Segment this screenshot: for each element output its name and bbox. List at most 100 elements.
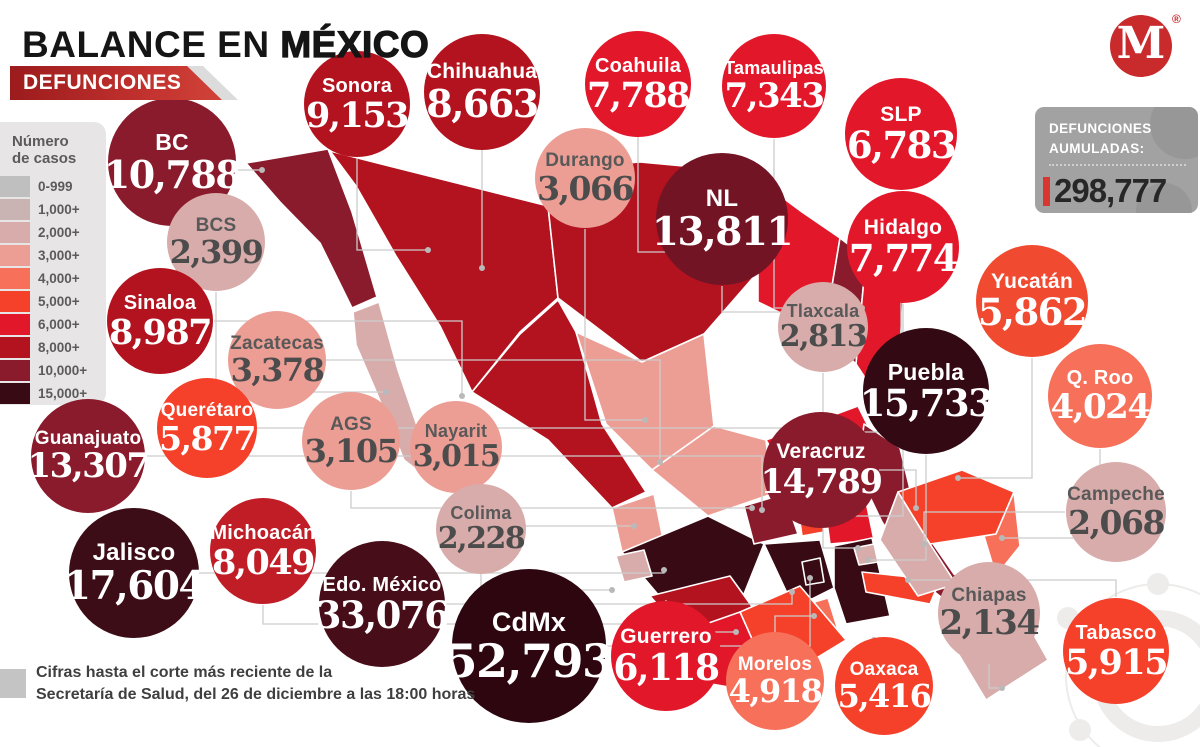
state-bubble-quer-taro: Querétaro 5,877 — [157, 378, 257, 478]
legend-rows: 0-999 1,000+ 2,000+ 3,000+ 4,000+ 5,000+… — [0, 175, 106, 404]
state-value: 8,049 — [211, 541, 316, 583]
map-region-bc — [245, 148, 378, 309]
state-bubble-slp: SLP 6,783 — [845, 78, 957, 190]
total-deaths-box: DEFUNCIONES AUMULADAS: 298,777 — [1035, 107, 1198, 213]
defunciones-badge-label: DEFUNCIONES — [23, 71, 182, 94]
state-name: Colima — [450, 503, 512, 524]
state-bubble-veracruz: Veracruz 14,789 — [760, 412, 883, 528]
state-name: Coahuila — [594, 54, 682, 77]
state-name: Puebla — [887, 358, 965, 385]
total-label-line1: DEFUNCIONES — [1049, 121, 1152, 136]
state-name: Tamaulipas — [724, 58, 824, 79]
footer-note: Cifras hasta el corte más reciente de la… — [36, 662, 475, 707]
legend-row: 15,000+ — [0, 382, 106, 404]
legend-row: 5,000+ — [0, 290, 106, 312]
state-name: Tabasco — [1075, 621, 1157, 644]
legend-label: 8,000+ — [38, 339, 80, 355]
legend-row: 4,000+ — [0, 267, 106, 289]
legend-swatch — [0, 382, 30, 404]
milenio-m-icon: M — [1116, 18, 1166, 69]
state-value: 3,378 — [230, 351, 325, 390]
state-bubble-durango: Durango 3,066 — [535, 128, 635, 228]
state-value: 5,915 — [1064, 641, 1169, 683]
legend-swatch — [0, 336, 30, 358]
state-name: Oaxaca — [849, 658, 919, 680]
legend-label: 5,000+ — [38, 293, 80, 309]
map-region-campeche — [879, 491, 957, 597]
state-value: 6,783 — [846, 123, 957, 168]
footer-note-line2: Secretaría de Salud, del 26 de diciembre… — [36, 686, 476, 704]
legend-row: 8,000+ — [0, 336, 106, 358]
legend-swatch — [0, 221, 30, 243]
legend-row: 1,000+ — [0, 198, 106, 220]
state-name: Chiapas — [951, 584, 1027, 606]
state-name: Sinaloa — [123, 291, 197, 314]
state-name: Zacatecas — [230, 332, 324, 354]
state-value: 13,811 — [651, 208, 794, 255]
map-region-qroo — [983, 491, 1021, 577]
legend-row: 10,000+ — [0, 359, 106, 381]
legend-swatch — [0, 290, 30, 312]
legend-title-line2: de casos — [12, 150, 77, 168]
state-bubble-edo-m-xico: Edo. México 33,076 — [316, 541, 450, 667]
legend-row: 3,000+ — [0, 244, 106, 266]
state-name: Guanajuato — [34, 427, 142, 449]
state-bubble-tamaulipas: Tamaulipas 7,343 — [722, 34, 826, 138]
state-name: Campeche — [1067, 484, 1165, 506]
legend-label: 6,000+ — [38, 316, 80, 332]
milenio-logo: M — [1110, 15, 1172, 77]
state-value: 7,788 — [586, 74, 691, 116]
state-name: Durango — [545, 150, 625, 172]
state-name: Tlaxcala — [786, 301, 860, 322]
state-value: 6,118 — [613, 646, 720, 689]
state-name: SLP — [880, 102, 922, 126]
legend-label: 0-999 — [38, 178, 73, 194]
state-bubble-ags: AGS 3,105 — [302, 392, 400, 490]
state-name: Sonora — [321, 74, 393, 97]
connector-lines — [145, 137, 1117, 689]
legend-swatch — [0, 359, 30, 381]
state-value: 4,918 — [728, 672, 823, 711]
legend-label: 10,000+ — [38, 362, 88, 378]
map-region-cdmx — [801, 557, 825, 586]
legend-title: Número de casos — [0, 122, 106, 176]
state-bubble-cdmx: CdMx 52,793 — [445, 569, 614, 723]
state-value: 5,862 — [977, 290, 1088, 335]
state-value: 2,813 — [779, 318, 868, 354]
state-value: 5,416 — [837, 677, 932, 716]
state-bubble-coahuila: Coahuila 7,788 — [585, 31, 691, 137]
total-label-line2: AUMULADAS: — [1049, 140, 1145, 156]
legend-panel: Número de casos 0-999 1,000+ 2,000+ 3,00… — [0, 122, 106, 405]
legend-swatch — [0, 175, 30, 197]
footer-note-line1: Cifras hasta el corte más reciente de la — [36, 664, 333, 681]
state-name: Chihuahua — [426, 60, 538, 84]
state-value: 13,307 — [27, 446, 150, 487]
state-name: Jalisco — [92, 539, 176, 567]
state-value: 4,024 — [1050, 387, 1151, 427]
state-bubble-hidalgo: Hidalgo 7,774 — [847, 191, 959, 303]
state-bubble-sinaloa: Sinaloa 8,987 — [107, 268, 213, 374]
state-value: 3,105 — [304, 432, 399, 471]
state-name: NL — [705, 185, 739, 213]
state-name: BC — [155, 129, 189, 156]
state-name: Yucatán — [991, 269, 1073, 293]
state-bubble-sonora: Sonora 9,153 — [304, 51, 410, 157]
legend-title-line1: Número — [12, 133, 69, 150]
state-bubble-bcs: BCS 2,399 — [167, 193, 265, 291]
state-bubble-morelos: Morelos 4,918 — [726, 632, 824, 730]
page-title-bold: MÉXICO — [280, 23, 430, 65]
state-bubble-nl: NL 13,811 — [652, 153, 794, 285]
legend-label: 4,000+ — [38, 270, 80, 286]
state-value: 2,399 — [169, 233, 264, 272]
state-bubble-yucat-n: Yucatán 5,862 — [976, 245, 1088, 357]
legend-row: 2,000+ — [0, 221, 106, 243]
legend-label: 15,000+ — [38, 385, 88, 401]
state-bubble-puebla: Puebla 15,733 — [860, 328, 994, 454]
state-bubble-jalisco: Jalisco 17,604 — [64, 508, 206, 638]
state-value: 2,228 — [437, 520, 526, 556]
state-bubble-colima: Colima 2,228 — [436, 484, 526, 574]
legend-row: 6,000+ — [0, 313, 106, 335]
state-bubble-chiapas: Chiapas 2,134 — [938, 562, 1040, 664]
legend-swatch — [0, 313, 30, 335]
